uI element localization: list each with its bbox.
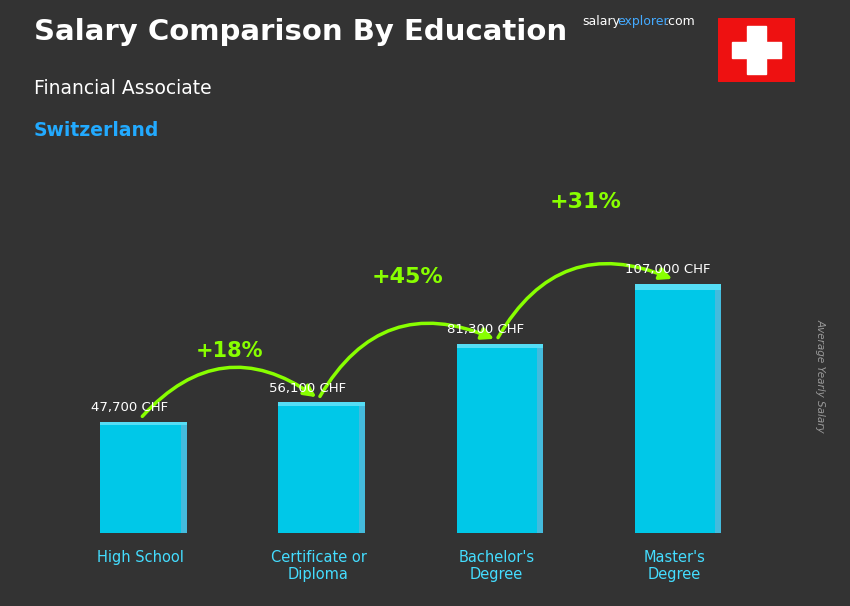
Bar — [100, 422, 187, 425]
Bar — [100, 422, 180, 533]
Bar — [456, 344, 536, 533]
Bar — [180, 422, 187, 533]
Text: Salary Comparison By Education: Salary Comparison By Education — [34, 18, 567, 46]
FancyBboxPatch shape — [717, 18, 796, 82]
Bar — [635, 284, 715, 533]
Text: 81,300 CHF: 81,300 CHF — [447, 323, 524, 336]
Bar — [359, 402, 365, 533]
Text: Switzerland: Switzerland — [34, 121, 159, 140]
Bar — [279, 402, 359, 533]
Text: salary: salary — [582, 15, 620, 28]
Bar — [456, 344, 543, 348]
Text: +31%: +31% — [550, 192, 621, 213]
Bar — [635, 284, 721, 290]
Text: Average Yearly Salary: Average Yearly Salary — [815, 319, 825, 433]
Text: explorer: explorer — [617, 15, 669, 28]
Bar — [732, 42, 781, 58]
Bar — [536, 344, 543, 533]
Text: +45%: +45% — [371, 267, 444, 287]
Text: +18%: +18% — [196, 341, 264, 361]
Text: 107,000 CHF: 107,000 CHF — [625, 263, 711, 276]
Text: Financial Associate: Financial Associate — [34, 79, 212, 98]
Bar — [279, 402, 365, 405]
Text: 56,100 CHF: 56,100 CHF — [269, 382, 346, 395]
Text: .com: .com — [665, 15, 695, 28]
Bar — [746, 26, 767, 74]
Bar — [715, 284, 721, 533]
Text: 47,700 CHF: 47,700 CHF — [91, 401, 167, 415]
